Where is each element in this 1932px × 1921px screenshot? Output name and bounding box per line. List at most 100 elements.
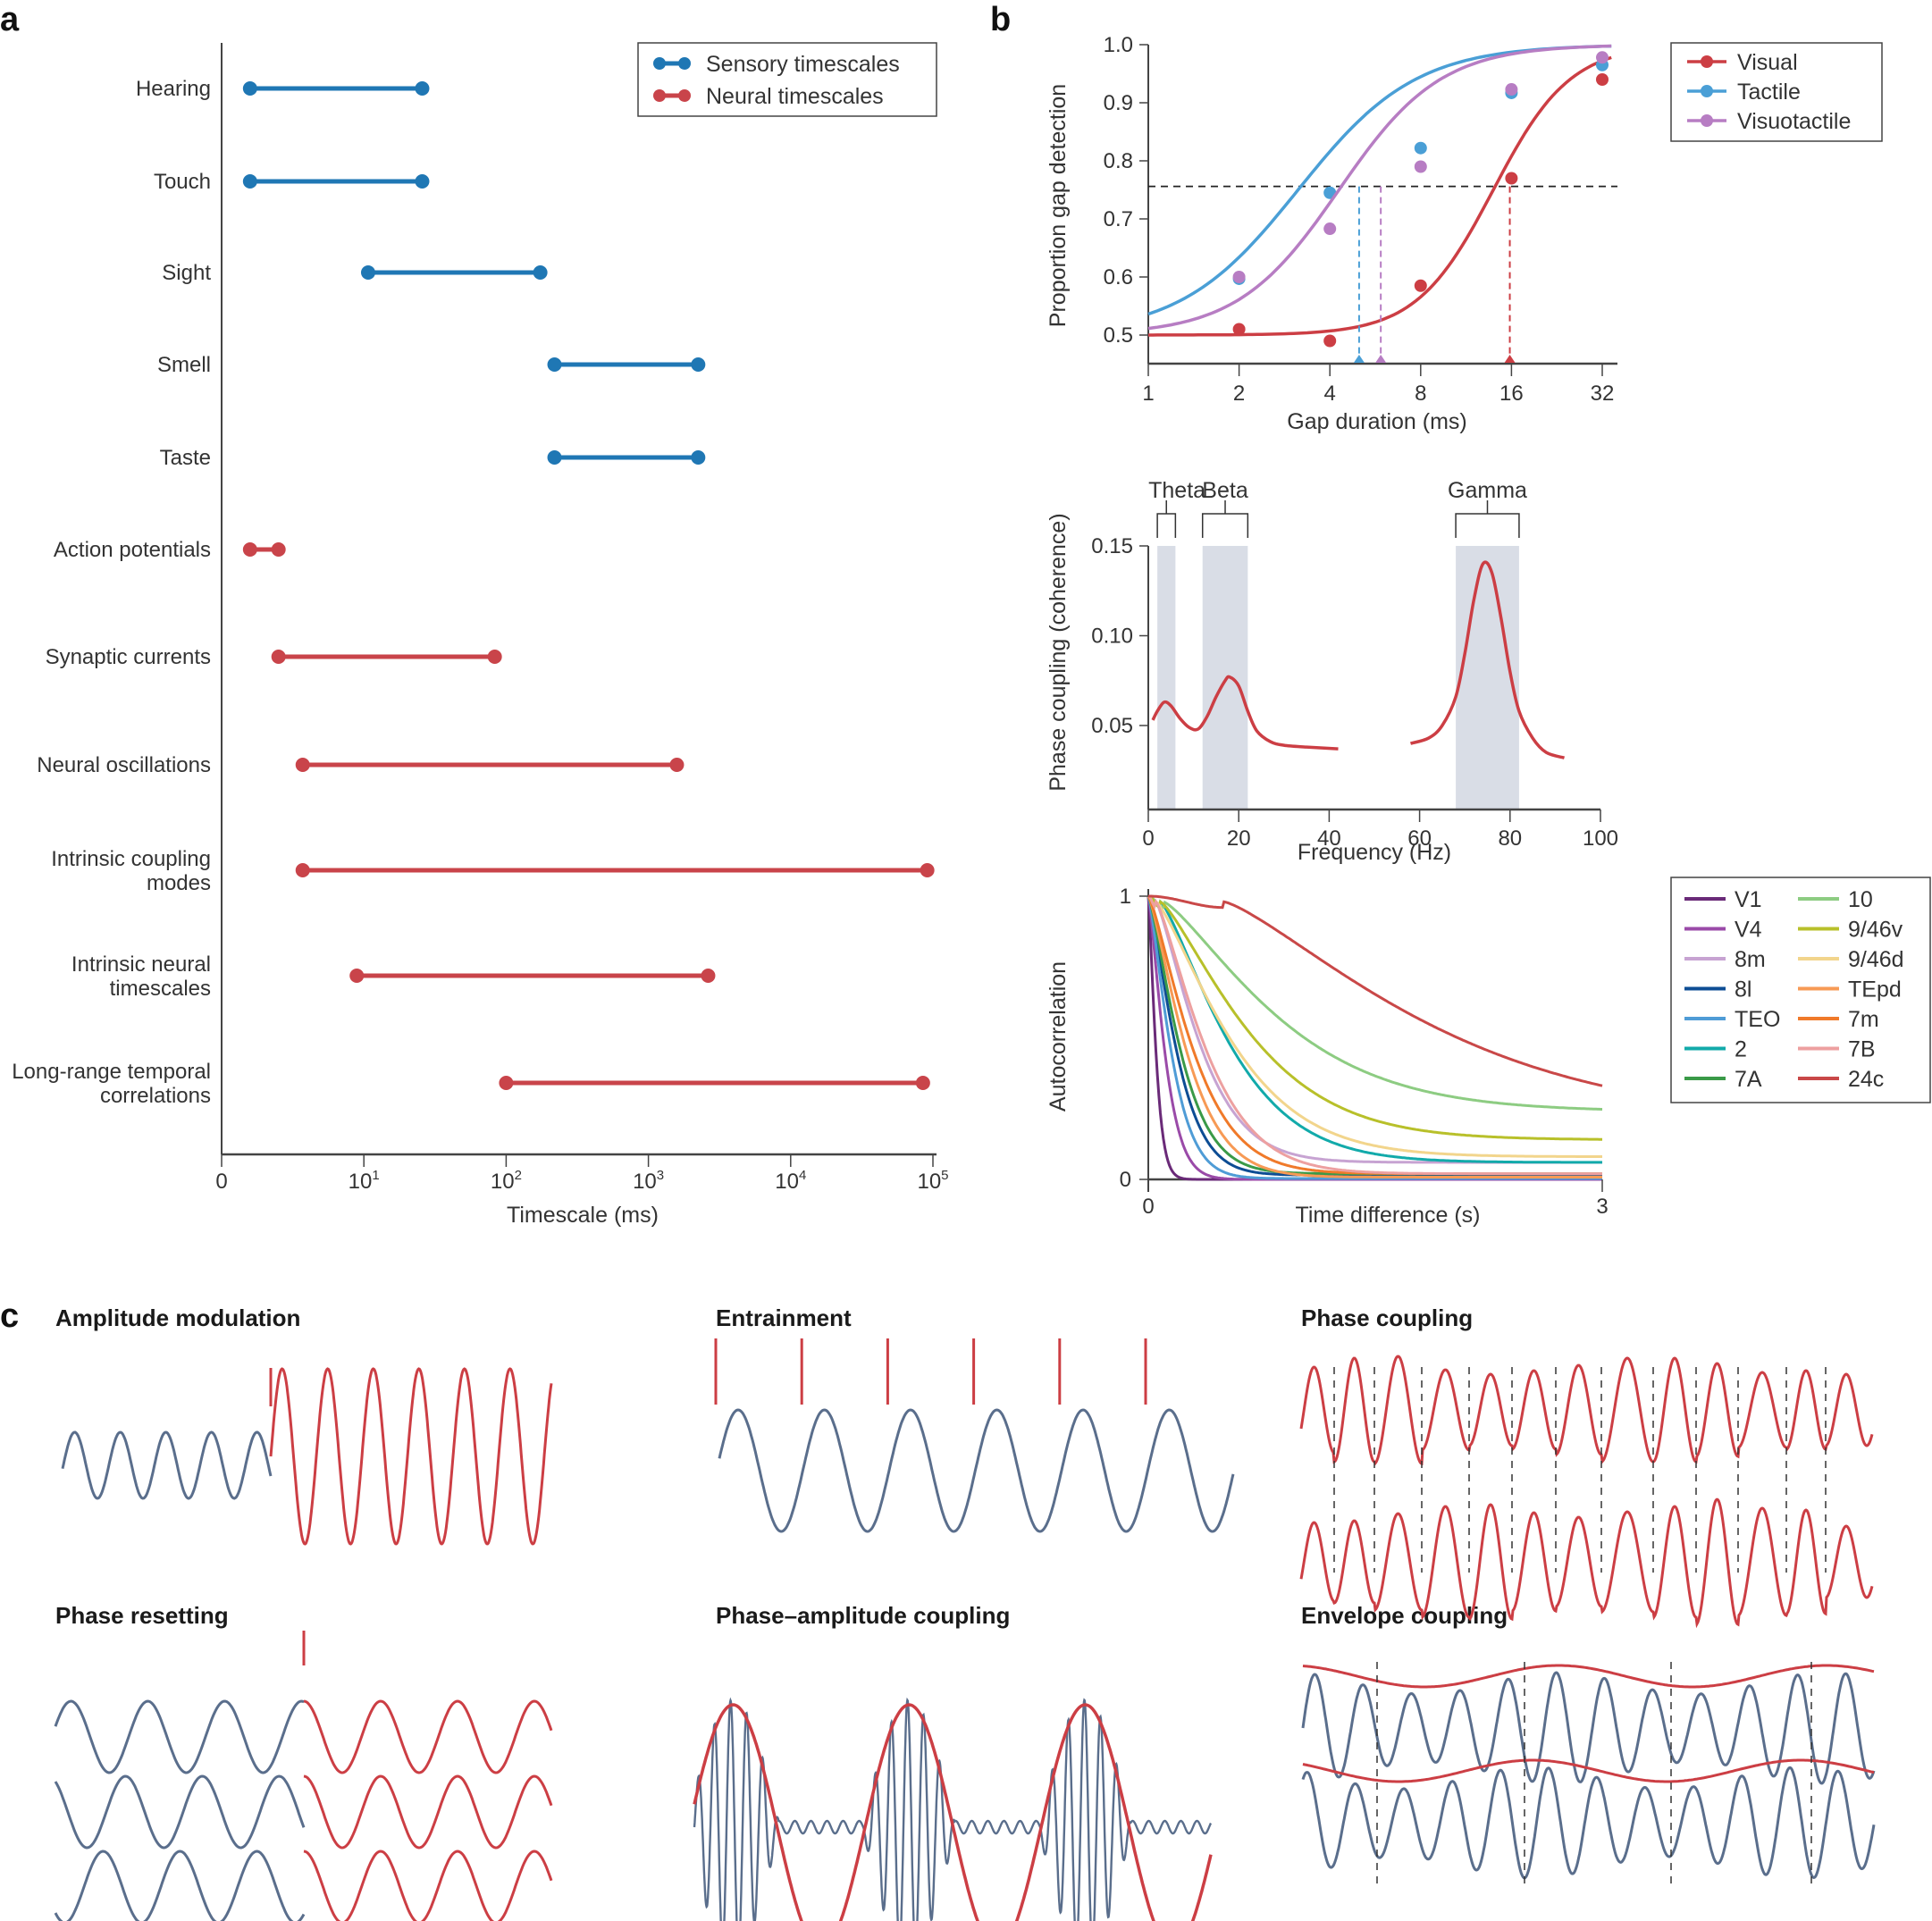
title-phase-resetting: Phase resetting <box>55 1602 229 1629</box>
legend: Visual Tactile Visuotactile <box>1670 42 1883 142</box>
gap-detection-chart: 1 2 4 8 16 32 0.5 0.6 0.7 0.8 0.9 1.0 Gap duration … <box>1046 33 1883 434</box>
legend-item: 7m <box>1798 1007 1879 1032</box>
title-phase-coupling: Phase coupling <box>1301 1304 1473 1331</box>
legend-item: TEO <box>1684 1007 1780 1032</box>
carrier-wave <box>1301 1766 1876 1880</box>
band-beta <box>1201 500 1249 810</box>
legend-label: 7A <box>1735 1067 1762 1092</box>
title-entrainment: Entrainment <box>716 1304 852 1331</box>
band-label: Theta <box>1148 478 1205 503</box>
y-tick-label: 1 <box>1120 885 1131 909</box>
data-point <box>1414 279 1427 292</box>
x-tick-label: 0 <box>1142 1195 1154 1219</box>
legend-item: TEpd <box>1798 977 1902 1002</box>
carrier-wave <box>1301 1671 1876 1785</box>
range-end-marker <box>915 1076 930 1090</box>
data-point <box>1596 51 1609 64</box>
autocorr-curve-8m <box>1147 894 1602 1164</box>
legend-marker <box>678 89 691 102</box>
data-point <box>1505 172 1518 185</box>
row-label: Sight <box>162 261 211 285</box>
legend-label: TEO <box>1735 1007 1780 1032</box>
row-label: Taste <box>160 446 211 470</box>
range-start-marker <box>547 357 562 372</box>
y-axis-label: Phase coupling (coherence) <box>1046 513 1071 791</box>
legend-item: 8m <box>1684 947 1766 972</box>
legend-item: Visual <box>1687 50 1798 75</box>
autocorr-curve-2 <box>1147 894 1602 1164</box>
legend-label: 10 <box>1848 887 1873 912</box>
legend-item: 7A <box>1684 1067 1762 1092</box>
range-start-marker <box>295 863 310 877</box>
fit-curve <box>1148 55 1612 337</box>
x-tick-label: 103 <box>633 1168 664 1194</box>
legend-item: 9/46d <box>1798 947 1904 972</box>
signal-a <box>1299 1355 1874 1466</box>
range-start-marker <box>242 81 257 96</box>
legend: V1 V4 8m 8l TEO 2 7A 10 9/46v 9/46d TEpd 7m 7B 24c <box>1670 877 1931 1103</box>
y-tick-label: 1.0 <box>1104 33 1133 57</box>
baseline-wave <box>61 1430 273 1500</box>
range-start-marker <box>499 1076 514 1090</box>
range-row: Sight <box>162 261 548 285</box>
band-bracket <box>1455 500 1520 538</box>
row-label: Action potentials <box>54 538 211 562</box>
fit-curve <box>1147 44 1612 331</box>
legend-item: 9/46v <box>1798 918 1903 943</box>
legend-label: Neural timescales <box>706 84 884 109</box>
range-start-marker <box>349 969 365 983</box>
range-start-marker <box>242 174 257 189</box>
legend-label: Sensory timescales <box>706 52 900 77</box>
legend-label: 9/46d <box>1848 947 1904 972</box>
row-label: Long-range temporal <box>12 1060 211 1084</box>
legend-box <box>637 42 937 117</box>
autocorr-curve-TEO <box>1147 895 1602 1180</box>
y-tick-label: 0 <box>1120 1168 1131 1192</box>
range-end-marker <box>701 969 716 983</box>
range-row: Smell <box>157 353 706 377</box>
title-amplitude-modulation: Amplitude modulation <box>55 1304 300 1331</box>
row-label: correlations <box>100 1084 211 1108</box>
band-shade <box>1202 546 1248 810</box>
range-start-marker <box>360 265 375 280</box>
x-tick-label: 1 <box>1142 382 1154 406</box>
autocorr-curve-9/46d <box>1147 894 1602 1158</box>
band-label: Gamma <box>1448 478 1527 503</box>
row-label: Synaptic currents <box>46 645 211 669</box>
pre-reset-wave <box>54 1850 306 1921</box>
legend-item: 2 <box>1684 1037 1747 1062</box>
y-tick-label: 0.8 <box>1104 149 1133 173</box>
entrainment-schematic <box>714 1338 1235 1533</box>
range-row: Hearing <box>136 77 430 101</box>
y-tick-label: 0.5 <box>1104 323 1133 348</box>
autocorrelation-chart: 0 3 0 1 Time difference (s) Autocorrelation… <box>1046 877 1931 1228</box>
x-tick-label: 20 <box>1227 826 1251 851</box>
legend-item: 10 <box>1798 887 1873 912</box>
panel-letter-b: b <box>990 1 1011 38</box>
range-start-marker <box>271 650 286 664</box>
band-shade <box>1456 546 1519 810</box>
pre-reset-wave <box>54 1699 305 1774</box>
legend-label: 7m <box>1848 1007 1879 1032</box>
coherence-curve <box>1151 675 1339 751</box>
data-point <box>1414 141 1427 155</box>
range-end-marker <box>669 758 685 772</box>
y-axis-label: Autocorrelation <box>1046 961 1071 1111</box>
x-tick-label: 32 <box>1591 382 1615 406</box>
envelope-line <box>1302 1664 1875 1689</box>
data-point <box>1414 160 1427 173</box>
range-row: Synaptic currents <box>46 645 502 669</box>
row-label: modes <box>147 871 211 895</box>
autocorr-curve-10 <box>1147 894 1602 1111</box>
envelope-coupling-schematic <box>1301 1662 1876 1885</box>
range-row: Touch <box>154 170 430 194</box>
autocorr-curve-8l <box>1147 895 1602 1177</box>
series-visual <box>1148 55 1612 363</box>
band-label: Beta <box>1202 478 1248 503</box>
legend-item: Tactile <box>1687 80 1801 105</box>
x-tick-label: 40 <box>1317 826 1341 851</box>
envelope-line <box>1302 1758 1875 1783</box>
